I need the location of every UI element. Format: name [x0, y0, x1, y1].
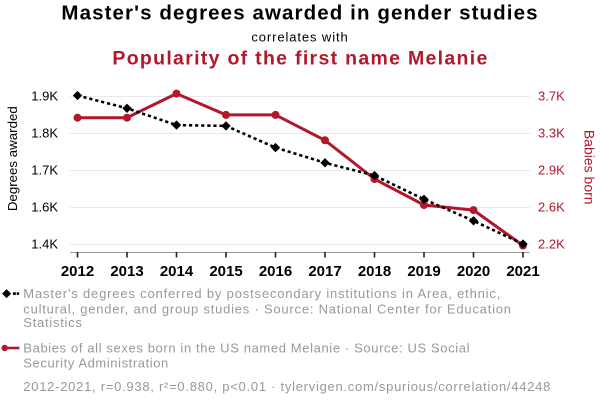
svg-text:1.6K: 1.6K — [31, 200, 58, 215]
svg-text:2019: 2019 — [407, 263, 440, 280]
svg-text:2.6K: 2.6K — [538, 200, 565, 215]
svg-text:correlates with: correlates with — [251, 30, 348, 45]
svg-text:Babies of all sexes born in th: Babies of all sexes born in the US named… — [23, 340, 470, 355]
svg-text:Master's degrees awarded in ge: Master's degrees awarded in gender studi… — [61, 1, 538, 24]
svg-text:2015: 2015 — [209, 263, 242, 280]
svg-text:2012: 2012 — [61, 263, 94, 280]
svg-text:Statistics: Statistics — [23, 315, 82, 330]
svg-text:2018: 2018 — [358, 263, 391, 280]
svg-text:3.7K: 3.7K — [538, 89, 565, 104]
svg-text:3.3K: 3.3K — [538, 126, 565, 141]
svg-text:2017: 2017 — [308, 263, 341, 280]
svg-text:Popularity of the first name M: Popularity of the first name Melanie — [112, 47, 488, 69]
svg-text:1.9K: 1.9K — [31, 89, 58, 104]
svg-text:2016: 2016 — [259, 263, 292, 280]
svg-text:2.9K: 2.9K — [538, 163, 565, 178]
svg-text:1.4K: 1.4K — [31, 237, 58, 252]
svg-text:Babies born: Babies born — [582, 130, 598, 205]
svg-text:2013: 2013 — [110, 263, 143, 280]
svg-text:2014: 2014 — [160, 263, 194, 280]
svg-text:2.2K: 2.2K — [538, 237, 565, 252]
svg-text:2021: 2021 — [506, 263, 539, 280]
svg-text:Master's degrees conferred by: Master's degrees conferred by postsecond… — [23, 286, 501, 301]
svg-text:Security Administration: Security Administration — [23, 356, 169, 371]
svg-text:2012-2021, r=0.938, r²=0.880,: 2012-2021, r=0.938, r²=0.880, p<0.01 · t… — [23, 379, 551, 394]
svg-text:1.8K: 1.8K — [31, 126, 58, 141]
svg-text:1.7K: 1.7K — [31, 163, 58, 178]
svg-text:2020: 2020 — [457, 263, 490, 280]
svg-text:Degrees awarded: Degrees awarded — [5, 106, 20, 211]
svg-text:cultural, gender, and group st: cultural, gender, and group studies · So… — [23, 301, 511, 316]
